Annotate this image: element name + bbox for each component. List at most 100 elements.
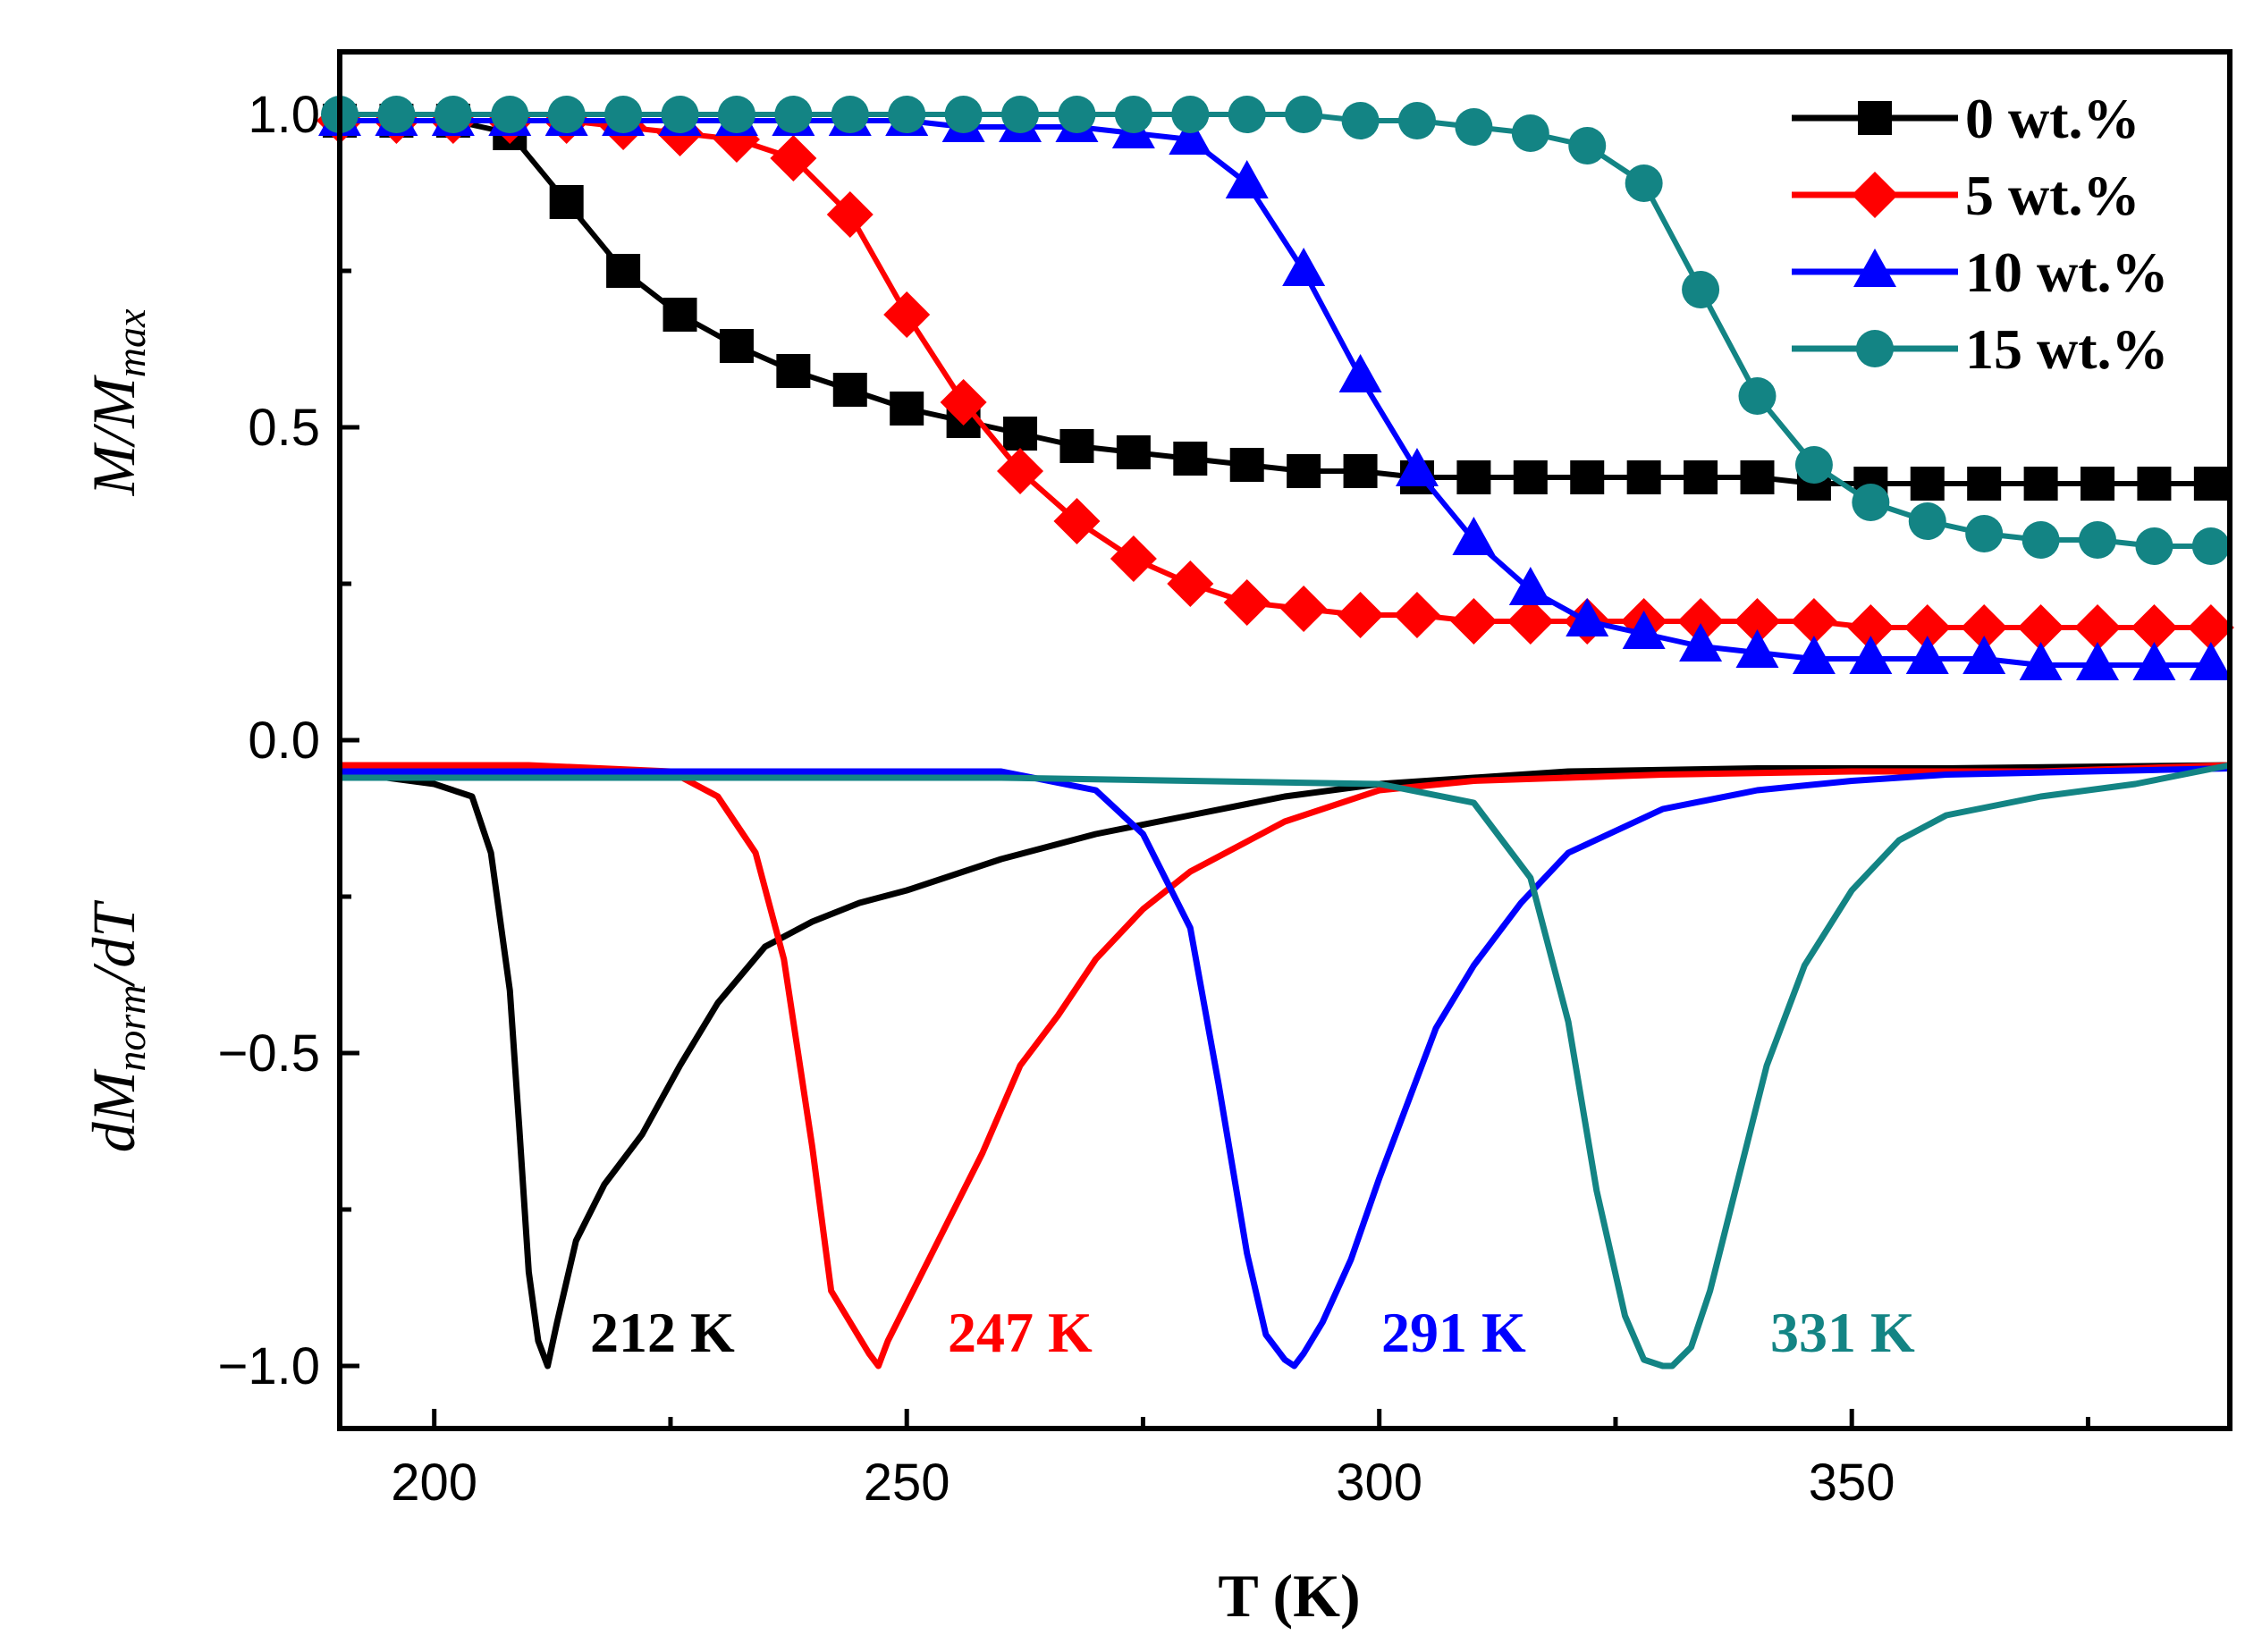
series-layer [317,96,2234,1370]
data-point [831,96,869,133]
data-point [1790,598,1837,645]
data-point [2019,642,2063,680]
magnetization-line [340,118,2211,486]
y-axis-title-bottom-sub: norm [108,984,154,1071]
data-point [1393,592,1440,638]
data-point [1511,114,1549,152]
data-point [1738,377,1777,415]
data-point [1507,598,1554,645]
legend-label: 15 wt.% [1965,317,2169,381]
peak-label: 291 K [1381,1301,1526,1364]
data-point [826,191,874,238]
y-tick-label: −1.0 [218,1337,321,1395]
legend-item: 15 wt.% [1792,317,2169,381]
data-point [2132,642,2176,680]
data-point [1967,467,2002,501]
data-point [2191,527,2230,565]
data-point [1903,604,1951,651]
data-point [1116,435,1151,469]
data-point [1223,579,1270,626]
data-point [1001,96,1040,133]
series-1 [317,97,2234,1370]
data-point [1280,586,1328,632]
data-point [770,135,817,181]
derivative-line [340,765,2231,1370]
magnetization-line [340,118,2211,668]
data-point [2193,467,2228,501]
y-axis-title-bottom-post: /dT [80,900,148,989]
data-point [1173,442,1208,476]
derivative-line [340,762,2231,1370]
data-point [1169,116,1212,155]
data-point [1962,636,2006,674]
y-axis-title-top: M/Mmax [80,308,154,496]
data-point [1110,535,1157,582]
data-point [1679,623,1723,662]
data-point [2189,642,2232,680]
legend-label: 10 wt.% [1965,240,2169,304]
data-point [1566,598,1609,636]
y-axis-title-top-main: M/M [80,375,148,497]
data-point [888,96,926,133]
series-2 [318,97,2232,1370]
y-axis-title-bottom-pre: dM [80,1068,148,1152]
data-point [832,373,867,407]
x-tick-label: 350 [1809,1454,1895,1512]
data-point [549,185,584,219]
data-point [2135,527,2173,565]
data-point [1003,417,1038,451]
x-tick-label: 300 [1336,1454,1422,1512]
data-point [663,298,697,332]
y-axis-title-bottom: dMnorm/dT [80,900,154,1153]
data-point [1058,96,1096,133]
data-point [2081,467,2115,501]
data-point [1456,460,1491,494]
data-point [2076,642,2120,680]
peak-label: 247 K [948,1301,1093,1364]
data-point [604,96,643,133]
data-point [1513,460,1548,494]
data-point [1167,560,1214,607]
data-point [1905,636,1949,674]
data-point [1059,429,1094,463]
data-point [606,254,641,288]
legend-marker [1852,172,1898,218]
data-point [1847,604,1895,651]
data-point [1684,460,1718,494]
peak-label: 212 K [590,1301,735,1364]
data-point [1287,454,1321,488]
legend-label: 5 wt.% [1965,164,2140,227]
data-point [1171,96,1210,133]
data-point [2017,604,2064,651]
data-point [661,96,699,133]
legend-item: 5 wt.% [1792,164,2140,227]
data-point [1282,248,1326,286]
data-point [1852,484,1890,521]
data-point [2187,604,2234,651]
data-point [1338,354,1382,392]
data-point [1053,498,1101,544]
data-point [1794,446,1833,484]
data-point [1910,467,1945,501]
data-point [1622,611,1666,649]
data-point [1228,96,1266,133]
data-point [2131,604,2178,651]
data-point [1455,108,1493,146]
data-point [1285,96,1323,133]
data-point [434,96,472,133]
legend-item: 10 wt.% [1792,240,2169,304]
data-point [1568,127,1607,164]
data-point [1341,102,1380,139]
data-point [547,96,586,133]
legend-marker [1858,101,1892,135]
legend-item: 0 wt.% [1792,87,2140,150]
data-point [1225,160,1269,198]
data-point [944,96,983,133]
data-point [717,96,755,133]
data-point [1570,460,1605,494]
legend-marker [1853,249,1896,287]
data-point [2079,521,2117,559]
data-point [1677,598,1725,645]
data-point [1734,598,1781,645]
data-point [1626,460,1661,494]
